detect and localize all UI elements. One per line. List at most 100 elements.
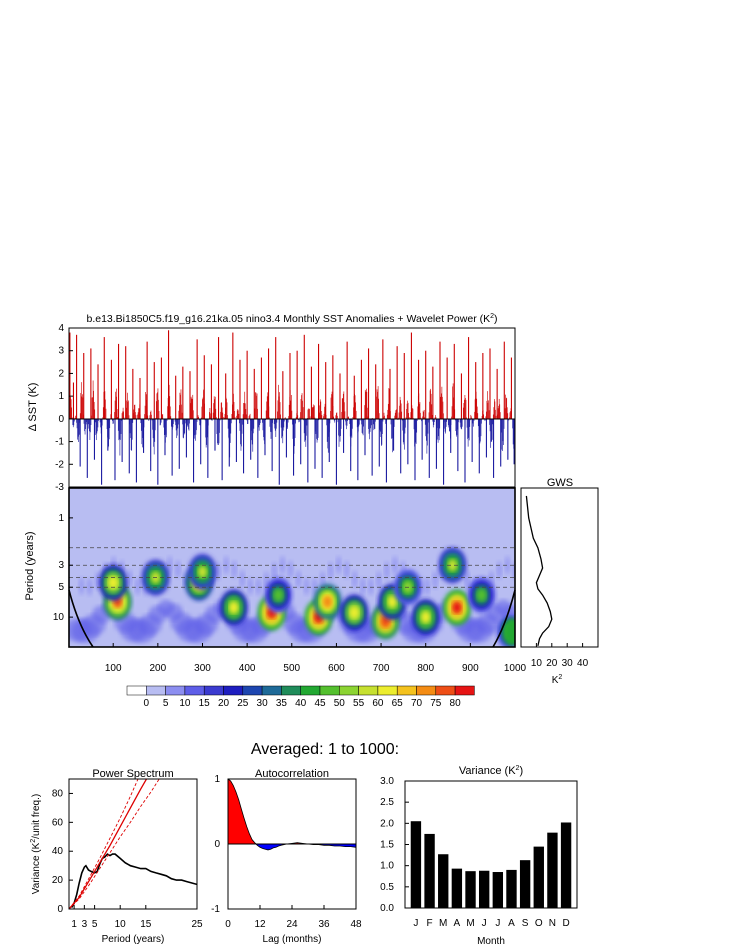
wavelet-dashed-lines [69, 547, 515, 588]
var-bar [492, 872, 504, 908]
wavelet-streak [86, 577, 93, 596]
colorbar-swatch [339, 685, 359, 696]
ps-ytick-label: 60 [52, 817, 64, 828]
ps-xtick-label: 5 [92, 919, 98, 930]
gws-title: GWS [547, 477, 573, 489]
colorbar-swatch [203, 685, 224, 696]
var-bar [547, 832, 558, 908]
var-bar [533, 846, 544, 908]
ps-series-line [69, 779, 148, 909]
var-xtick-label: J [482, 918, 487, 929]
colorbar-label: 45 [314, 698, 326, 709]
var-ytick-label: 1.0 [380, 861, 394, 872]
wavelet-hotspot-ring [273, 588, 284, 602]
colorbar-label: 10 [179, 698, 191, 709]
var-xtick-label: M [466, 918, 474, 929]
gws-xlabel-sup: 2 [558, 674, 562, 681]
var-xtick-label: J [413, 918, 418, 929]
power-spectrum-panel: Power Spectrum 1 3 5 10 15 25 0 20 40 60 80 Period… [30, 768, 203, 945]
wavelet-streak [126, 569, 133, 588]
gws-x-axis: 10 20 30 40 [531, 643, 589, 669]
ac-xtick-label: 24 [286, 919, 298, 930]
colorbar-label: 35 [276, 698, 288, 709]
colorbar-label: 70 [411, 698, 423, 709]
colorbar-swatch [396, 685, 417, 696]
figure-title-main: b.e13.Bi1850C5.f19_g16.21ka.05 nino3.4 M… [86, 313, 490, 325]
gws-xlabel-unit: K [552, 675, 559, 686]
wavelet-hotspot-ring [420, 611, 431, 624]
colorbar-swatch [358, 685, 379, 696]
wavelet-streak [343, 560, 350, 579]
wavelet-streak [271, 561, 278, 580]
wavelet-ytick-label: 5 [58, 582, 64, 593]
var-bar [438, 854, 449, 908]
ac-xlabel: Lag (months) [263, 934, 322, 945]
sst-ytick-label: 3 [58, 346, 64, 357]
colorbar-label: 25 [237, 698, 249, 709]
ps-ylabel-pre: Variance (K [31, 842, 42, 894]
ac-title: Autocorrelation [255, 768, 329, 780]
wavelet-xtick-label: 500 [283, 663, 300, 674]
wavelet-xtick-label: 200 [149, 663, 166, 674]
variance-panel: Variance (K2) J F M A M J J A S O N D0.00.51.01.52.… [380, 765, 578, 945]
colorbar-label: 60 [372, 698, 384, 709]
var-xtick-label: A [454, 918, 461, 929]
var-xtick-label: O [535, 918, 543, 929]
var-ytick-label: 3.0 [380, 776, 394, 787]
var-bar [478, 870, 490, 908]
ac-xtick-label: 12 [254, 919, 266, 930]
wavelet-streak [303, 577, 310, 596]
ps-series-line [69, 779, 160, 909]
wavelet-xtick-label: 900 [462, 663, 479, 674]
sst-frame [68, 327, 516, 488]
ps-xtick-label: 25 [191, 919, 203, 930]
ps-ytick-label: 0 [57, 904, 63, 915]
ps-series-line [69, 779, 139, 909]
wavelet-xtick-label: 100 [105, 663, 122, 674]
wavelet-streak [383, 561, 390, 580]
ac-positive-area [228, 779, 356, 844]
wavelet-hotspot-ring [447, 559, 458, 572]
sst-y-axis: 4 3 2 1 0 -1 -2 -3 [55, 323, 73, 493]
autocorrelation-panel: Autocorrelation 0 12 24 36 48 1 0 -1 Lag (month… [211, 768, 362, 945]
wavelet-xtick-label: 800 [417, 663, 434, 674]
sst-ytick-label: 1 [58, 391, 64, 402]
var-xtick-label: D [562, 918, 569, 929]
var-bar [424, 833, 435, 908]
var-bar [506, 869, 517, 908]
wavelet-streak [134, 576, 141, 595]
gws-xtick-label: 10 [531, 658, 543, 669]
gws-line [525, 495, 553, 647]
ac-ytick-label: 0 [214, 839, 220, 850]
wavelet-streak [367, 577, 374, 596]
ac-line [228, 779, 356, 851]
var-title: Variance (K2) [459, 765, 523, 777]
figure-title-sup: 2 [490, 313, 494, 320]
ps-ylabel: Variance (K2/unit freq.) [30, 794, 42, 894]
wavelet-hotspot-ring [476, 588, 487, 602]
colorbar-label: 50 [334, 698, 346, 709]
colorbar-swatch [146, 685, 166, 696]
wavelet-ytick-label: 10 [53, 612, 65, 623]
ps-ylabel-post: /unit freq.) [31, 794, 42, 839]
ac-fill [228, 779, 356, 851]
wavelet-streak [231, 560, 238, 579]
var-xtick-label: J [495, 918, 500, 929]
colorbar-label: 65 [392, 698, 404, 709]
ps-xtick-label: 15 [140, 919, 152, 930]
ac-axes: 0 12 24 36 48 1 0 -1 [211, 774, 362, 930]
colorbar-swatch [281, 685, 301, 696]
wavelet-streak [351, 570, 358, 589]
colorbar-label: 20 [218, 698, 230, 709]
var-ytick-label: 2.0 [380, 818, 394, 829]
wavelet-streak [496, 561, 503, 580]
gws-xtick-label: 30 [562, 658, 574, 669]
ps-lines [69, 779, 197, 909]
wavelet-streak [94, 572, 101, 591]
colorbar-swatch [223, 685, 244, 696]
colorbar: 0 5 10 15 20 25 30 35 40 45 50 55 60 65 70 75 80 [126, 685, 475, 709]
wavelet-streak [174, 560, 181, 579]
colorbar-label: 75 [430, 698, 442, 709]
figure-title: b.e13.Bi1850C5.f19_g16.21ka.05 nino3.4 M… [86, 313, 497, 325]
